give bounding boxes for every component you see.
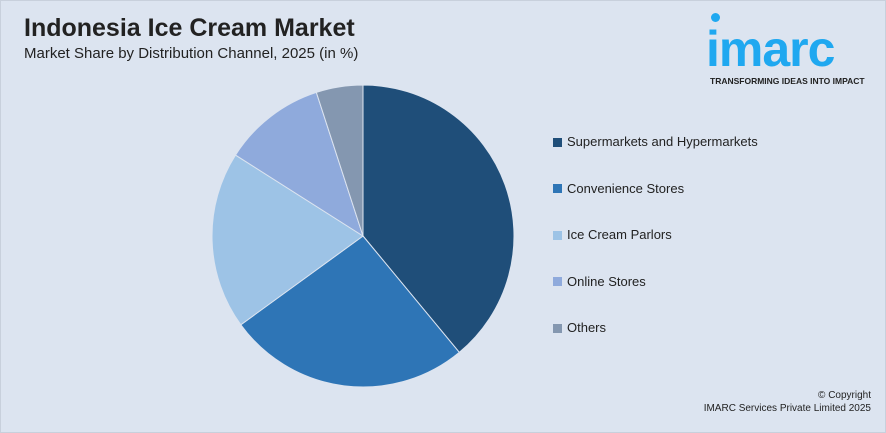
legend-item: Others [553,305,758,352]
copyright-line: © Copyright [818,390,871,401]
legend: Supermarkets and Hypermarkets Convenience… [553,119,758,352]
legend-swatch [553,277,562,287]
legend-swatch [553,230,562,240]
legend-item: Supermarkets and Hypermarkets [553,119,758,166]
logo-word: imarc [706,21,835,77]
pie-slice-ice-cream-parlors [211,154,364,326]
chart-subtitle: Market Share by Distribution Channel, 20… [24,45,359,62]
pie-slice-convenience-stores [240,235,460,388]
pie-slice-supermarkets-and-hypermarkets [362,84,515,354]
logo-dot-icon [711,13,720,22]
legend-item: Online Stores [553,259,758,306]
copyright-company: IMARC Services Private Limited 2025 [703,403,871,414]
legend-label: Ice Cream Parlors [567,227,672,243]
legend-item: Ice Cream Parlors [553,212,758,259]
pie-slice-others [315,84,364,237]
legend-label: Supermarkets and Hypermarkets [567,134,758,150]
legend-label: Online Stores [567,273,646,289]
legend-swatch [553,184,562,194]
imarc-logo: imarc TRANSFORMING IDEAS INTO IMPACT [706,9,876,93]
chart-title: Indonesia Ice Cream Market [24,14,355,42]
legend-item: Convenience Stores [553,166,758,213]
copyright: © Copyright IMARC Services Private Limit… [704,389,871,415]
logo-tagline: TRANSFORMING IDEAS INTO IMPACT [710,76,865,86]
legend-swatch [553,137,562,147]
pie-slice-online-stores [234,91,364,238]
legend-label: Others [567,320,607,336]
legend-swatch [553,323,562,333]
legend-label: Convenience Stores [567,180,685,196]
